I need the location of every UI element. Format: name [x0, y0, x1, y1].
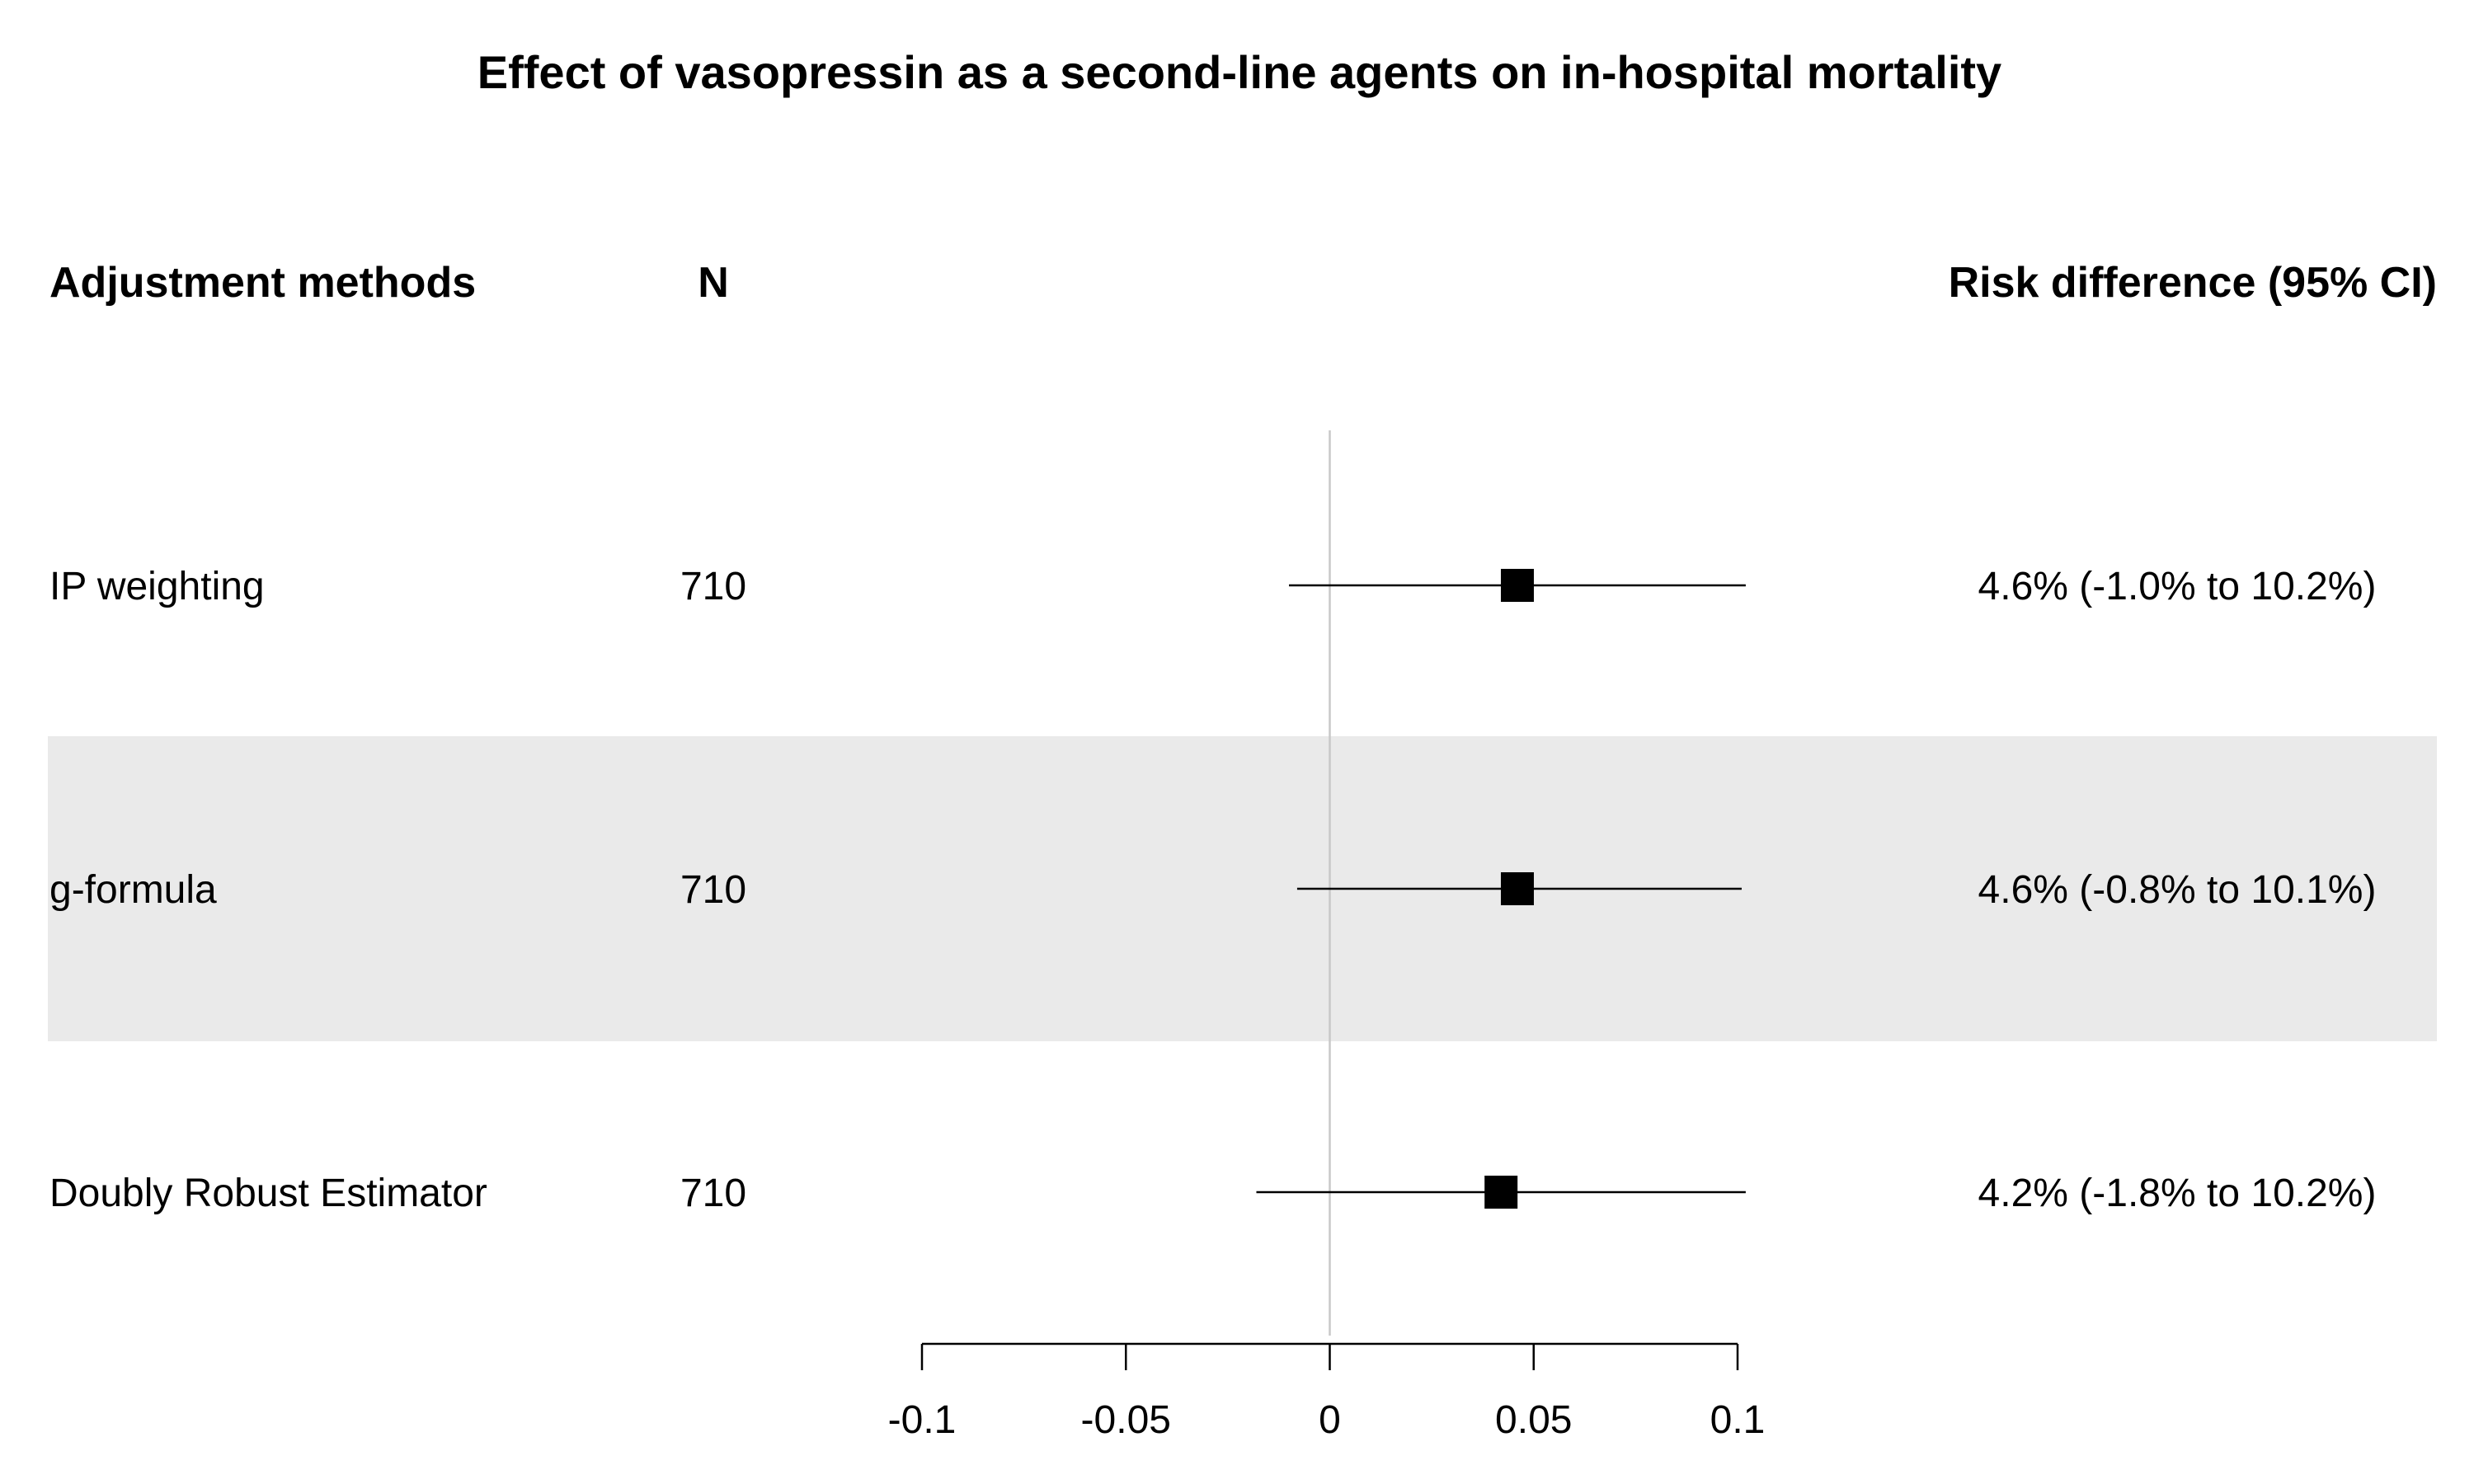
x-axis: -0.1 -0.05 0 0.05 0.1 [888, 1342, 1766, 1442]
point-estimate-marker [1484, 1176, 1518, 1209]
point-estimate-marker [1500, 872, 1534, 905]
point-estimate-marker [1500, 569, 1534, 602]
rows-layer: IP weighting 710 4.6% (-1.0% to 10.2%) g-fo… [49, 565, 2376, 1215]
row-effect-label: 4.2% (-1.8% to 10.2%) [1978, 1172, 2377, 1215]
row-n-value: 710 [680, 565, 746, 608]
x-axis-tick-label: -0.05 [1081, 1398, 1171, 1442]
column-header-method: Adjustment methods [49, 259, 476, 307]
x-axis-tick-label: -0.1 [888, 1398, 957, 1442]
row-n-value: 710 [680, 1172, 746, 1215]
row-shading [48, 736, 2437, 1041]
column-header-effect: Risk difference (95% CI) [1949, 259, 2437, 307]
chart-title: Effect of vasopressin as a second-line a… [477, 46, 2001, 98]
row-shading-layer [48, 736, 2437, 1041]
row-method-label: g-formula [49, 868, 217, 912]
row-n-value: 710 [680, 868, 746, 912]
x-axis-tick-label: 0 [1319, 1398, 1341, 1442]
row-method-label: IP weighting [49, 565, 265, 608]
column-header-n: N [698, 259, 729, 307]
x-axis-tick-label: 0.05 [1495, 1398, 1572, 1442]
x-axis-tick-label: 0.1 [1710, 1398, 1766, 1442]
row-method-label: Doubly Robust Estimator [49, 1172, 487, 1215]
row-effect-label: 4.6% (-1.0% to 10.2%) [1978, 565, 2377, 608]
row-effect-label: 4.6% (-0.8% to 10.1%) [1978, 868, 2377, 912]
